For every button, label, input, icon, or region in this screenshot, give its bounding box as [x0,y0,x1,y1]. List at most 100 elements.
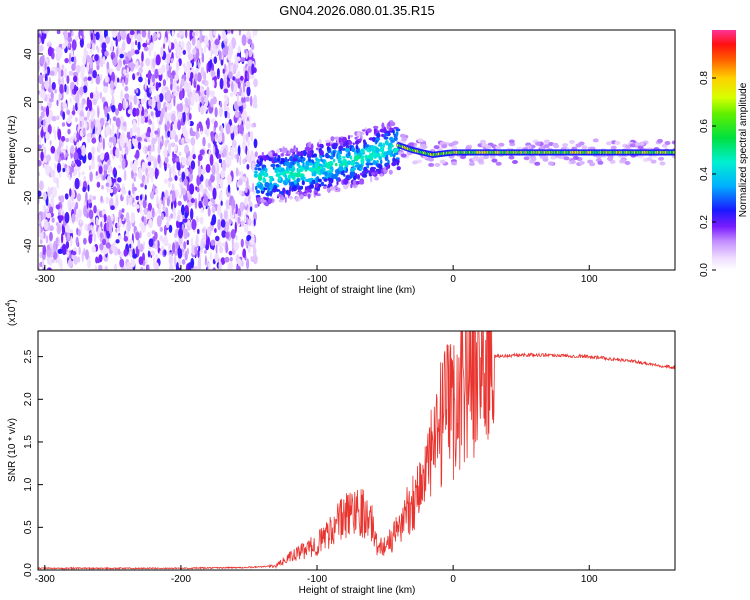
heatmap-cell [119,48,122,54]
heatmap-cell [99,137,103,143]
heatmap-cell [253,138,258,149]
heatmap-cell [220,219,226,228]
heatmap-cell [244,187,248,194]
snr-panel: -300 -200 -100 0 100 0.0 0.5 1.0 1.5 2.0 2.5 Heig… [5,299,676,596]
heatmap-cell [263,187,268,191]
x-tick-label: 0 [450,274,456,285]
heatmap-cell [167,181,172,188]
heatmap-cell [129,95,135,101]
heatmap-cell [88,209,94,220]
heatmap-cell [51,115,57,122]
heatmap-cell [246,31,251,38]
heatmap-cell [95,75,101,85]
heatmap-cell [96,181,101,188]
heatmap-cell [196,72,202,83]
heatmap-cell [54,89,57,94]
heatmap-cell [296,178,299,183]
heatmap-cell [343,173,346,177]
heatmap-cell [390,121,396,127]
heatmap-cell [112,116,117,122]
heatmap-cell [234,221,237,234]
heatmap-cell [90,110,95,122]
heatmap-cell [287,158,290,162]
snr-multiplier-base: (x10 [7,306,18,326]
heatmap-cell [128,190,131,196]
heatmap-cell [75,94,80,104]
heatmap-cell [126,67,129,74]
heatmap-cell [338,137,342,144]
heatmap-cell [378,155,383,161]
heatmap-cell [120,213,124,221]
heatmap-cell [240,238,244,248]
heatmap-cell [359,181,365,185]
heatmap-cell [70,145,75,154]
heatmap-cell [664,141,671,145]
heatmap-cell [215,147,219,157]
heatmap-cell [147,161,152,167]
heatmap-cell [197,154,203,161]
heatmap-cell [65,241,70,249]
heatmap-cell [124,85,129,92]
heatmap-cell [195,186,198,191]
heatmap-cell [175,241,179,250]
heatmap-cell [79,37,84,48]
heatmap-cell [239,124,244,135]
heatmap-cell [363,166,368,171]
heatmap-cell [352,179,356,186]
heatmap-cell [169,167,172,179]
heatmap-cell [40,90,46,100]
heatmap-cell [360,157,365,165]
heatmap-cell [50,196,54,208]
heatmap-cell [148,238,154,248]
x-tick-label: -100 [307,274,327,285]
heatmap-cell [292,157,298,162]
heatmap-cell [174,38,177,46]
heatmap-cell [88,234,93,244]
heatmap-cell [144,111,148,118]
heatmap-cell [351,147,356,153]
heatmap-cell [172,242,176,254]
heatmap-cell [170,129,176,140]
heatmap-cell [86,111,90,121]
heatmap-cell [331,174,337,179]
heatmap-cell [159,226,163,232]
heatmap-cell [79,30,84,37]
heatmap-cell [144,77,147,90]
heatmap-cell [42,191,47,201]
heatmap-cell [130,258,136,268]
heatmap-cell [172,156,177,163]
heatmap-cell [194,68,199,73]
heatmap-cell [314,192,318,196]
heatmap-cell [117,77,120,83]
heatmap-cell [136,71,140,76]
heatmap-cell [361,173,368,178]
heatmap-cell [140,115,145,125]
heatmap-cell [40,111,45,119]
heatmap-cell [389,136,394,142]
heatmap-cell [173,200,177,209]
heatmap-cell [303,150,307,157]
heatmap-cell [188,97,191,107]
heatmap-cell [65,137,70,143]
heatmap-cell [284,196,287,203]
heatmap-cell [393,158,398,162]
heatmap-cell [198,200,203,209]
heatmap-cell [156,215,162,228]
heatmap-cell [155,187,159,195]
heatmap-cell [122,69,127,75]
heatmap-cell [116,64,121,72]
heatmap-cell [316,187,320,192]
heatmap-cell [82,127,86,136]
heatmap-cell [354,140,360,145]
heatmap-cell [354,136,358,140]
heatmap-cell [220,170,226,179]
heatmap-cell [229,257,233,262]
heatmap-cell [169,193,173,201]
heatmap-cell [242,132,246,141]
heatmap-cell [208,261,211,270]
heatmap-cell [203,242,206,249]
heatmap-cell [153,158,158,170]
heatmap-cell [50,91,54,100]
heatmap-cell [597,160,604,165]
heatmap-cell [44,30,49,34]
